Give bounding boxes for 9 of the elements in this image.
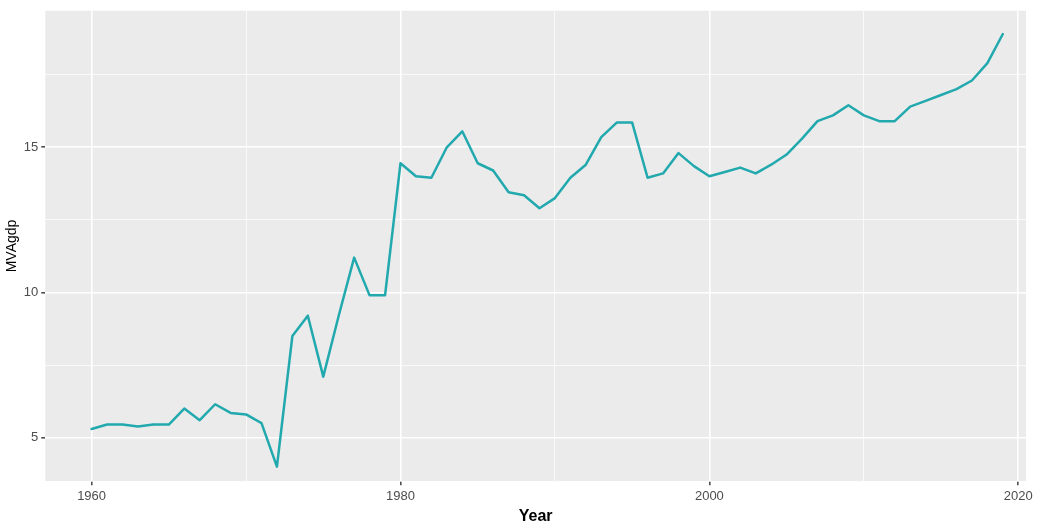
x-axis-title: Year [518,506,553,524]
x-tick-label: 2020 [1003,487,1033,503]
y-tick-label: 5 [31,429,39,445]
x-tick-label: 1980 [386,487,415,503]
x-tick-label: 1960 [77,487,107,503]
y-tick-label: 15 [23,138,39,154]
x-tick-label: 2000 [694,487,724,503]
y-tick-label: 10 [23,284,39,300]
y-axis-title: MVAgdp [3,219,20,273]
